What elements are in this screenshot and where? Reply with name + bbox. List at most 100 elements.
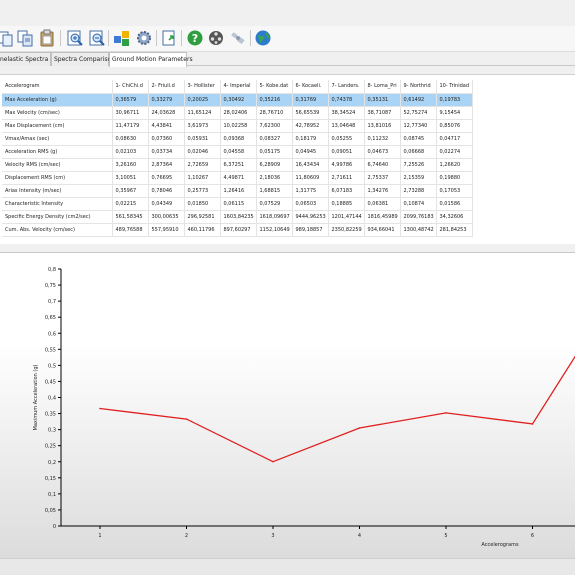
table-cell: 0,30492 — [220, 93, 257, 107]
table-row[interactable]: Characteristic Intensity 0,02215 0,04349 0,… — [2, 197, 473, 211]
table-cell: 0,35216 — [256, 93, 293, 107]
y-tick-label: 0 — [53, 524, 56, 530]
column-header[interactable]: 1- ChiChi.d — [112, 80, 149, 94]
table-row[interactable]: Acceleration RMS (g) 0,02103 0,03734 0,0204… — [2, 145, 473, 159]
zoom-in-icon[interactable] — [66, 29, 84, 47]
table-row[interactable]: Max Velocity (cm/sec) 30,96711 24,03628 11,… — [2, 106, 473, 120]
y-tick-label: 0,7 — [48, 299, 56, 305]
acceleration-chart: 0 0,05 0,1 0,15 0,2 0,25 0,3 0,35 0,4 0,45 0,5 0,55… — [33, 267, 575, 548]
export-icon[interactable] — [161, 29, 179, 47]
column-header[interactable]: 3- Hollister — [184, 80, 221, 94]
data-point[interactable] — [99, 407, 101, 410]
table-cell: 4,99786 — [328, 158, 365, 172]
paste-icon[interactable] — [16, 29, 34, 47]
series-line — [99, 355, 575, 463]
table-cell: 1,26620 — [436, 158, 473, 172]
table-cell: 0,78046 — [148, 184, 185, 198]
table-cell: 561,58345 — [112, 210, 149, 224]
table-cell: 2,75337 — [364, 171, 401, 185]
table-cell: 7,25526 — [400, 158, 437, 172]
table-cell: 0,35967 — [112, 184, 149, 198]
data-point[interactable] — [445, 412, 447, 414]
data-point[interactable] — [272, 460, 274, 463]
y-tick-label: 0,35 — [45, 412, 56, 418]
tab-spectra-comparisons[interactable]: Spectra Comparisons — [51, 52, 118, 66]
table-cell: 0,19783 — [436, 93, 473, 107]
table-cell: 1816,45989 — [364, 210, 401, 224]
film-icon[interactable] — [207, 29, 225, 47]
table-cell: 13,04648 — [328, 119, 365, 133]
column-header[interactable]: 5- Kobe.dat — [256, 80, 293, 94]
table-cell: 2,18036 — [256, 171, 293, 185]
table-cell: 0,10874 — [400, 197, 437, 211]
table-cell: 0,33279 — [148, 93, 185, 107]
table-row[interactable]: Cum. Abs. Velocity (cm/sec) 489,76588 557,… — [2, 223, 473, 237]
x-tick-label: 5 — [444, 533, 447, 539]
zoom-out-icon[interactable] — [88, 29, 106, 47]
table-cell: 1,26416 — [220, 184, 257, 198]
clipboard-icon[interactable] — [38, 29, 56, 47]
parameters-table-panel: Accelerogram 1- ChiChi.d 2- Friuli.d 3- Hol… — [0, 74, 575, 244]
table-cell: 11,65124 — [184, 106, 221, 120]
data-point[interactable] — [358, 427, 361, 429]
table-cell: 13,81016 — [364, 119, 401, 133]
table-row[interactable]: Max Acceleration (g) 0,36579 0,33279 0,2002… — [2, 93, 473, 107]
gear-icon[interactable] — [135, 29, 153, 47]
column-header[interactable]: 6- Kocaeli. — [292, 80, 329, 94]
table-row[interactable]: Velocity RMS (cm/sec) 3,26160 2,87364 2,726… — [2, 158, 473, 172]
table-cell: 0,02274 — [436, 145, 473, 159]
table-cell: 6,07183 — [328, 184, 365, 198]
row-label: Specific Energy Density (cm2/sec) — [2, 210, 113, 224]
table-cell: 2,15359 — [400, 171, 437, 185]
table-cell: 0,19880 — [436, 171, 473, 185]
table-row[interactable]: Arias Intensity (m/sec) 0,35967 0,78046 0,2… — [2, 184, 473, 198]
toolbar: ? — [0, 26, 575, 52]
x-tick-label: 4 — [358, 533, 361, 539]
status-bar — [0, 558, 575, 575]
table-row[interactable]: Vmax/Amax (sec) 0,08630 0,07360 0,05931 0,09… — [2, 132, 473, 146]
table-cell: 0,18179 — [292, 132, 329, 146]
table-cell: 30,96711 — [112, 106, 149, 120]
column-header[interactable]: 2- Friuli.d — [148, 80, 185, 94]
table-cell: 9444,96253 — [292, 210, 329, 224]
table-cell: 460,11796 — [184, 223, 221, 237]
satellite-icon[interactable] — [229, 29, 247, 47]
help-icon[interactable]: ? — [186, 29, 204, 47]
column-header[interactable]: 4- Imperial — [220, 80, 257, 94]
table-cell: 0,02103 — [112, 145, 149, 159]
table-cell: 0,02046 — [184, 145, 221, 159]
table-cell: 10,02258 — [220, 119, 257, 133]
tab-ground-motion-parameters[interactable]: Ground Motion Parameters — [109, 52, 193, 67]
globe-icon[interactable] — [254, 29, 272, 47]
group-icon[interactable] — [113, 29, 131, 47]
column-header[interactable]: Accelerogram — [2, 80, 113, 94]
table-row[interactable]: Max Displacement (cm) 11,47179 4,43841 3,61… — [2, 119, 473, 133]
y-tick-label: 0,3 — [48, 428, 56, 434]
y-tick-label: 0,25 — [45, 444, 56, 450]
table-row[interactable]: Specific Energy Density (cm2/sec) 561,583… — [2, 210, 473, 224]
y-tick-label: 0,6 — [48, 331, 56, 337]
table-cell: 0,06668 — [400, 145, 437, 159]
copy-icon[interactable] — [0, 29, 14, 47]
table-cell: 0,31769 — [292, 93, 329, 107]
table-cell: 296,92581 — [184, 210, 221, 224]
table-cell: 11,47179 — [112, 119, 149, 133]
data-point[interactable] — [531, 423, 534, 425]
table-cell: 3,61973 — [184, 119, 221, 133]
column-header[interactable]: 8- Loma_Pri — [364, 80, 401, 94]
column-header[interactable]: 9- Northrid — [400, 80, 437, 94]
tab-inelastic-spectra[interactable]: nelastic Spectra — [0, 52, 51, 66]
row-label: Acceleration RMS (g) — [2, 145, 113, 159]
table-row[interactable]: Displacement RMS (cm) 3,10051 0,76695 1,102… — [2, 171, 473, 185]
table-cell: 0,25773 — [184, 184, 221, 198]
table-cell: 0,85076 — [436, 119, 473, 133]
column-header[interactable]: 7- Landers. — [328, 80, 365, 94]
table-cell: 0,08745 — [400, 132, 437, 146]
row-label: Max Velocity (cm/sec) — [2, 106, 113, 120]
data-point[interactable] — [185, 418, 188, 420]
column-header[interactable]: 10- Trinidad — [436, 80, 473, 94]
table-cell: 1152,10649 — [256, 223, 293, 237]
y-tick-label: 0,65 — [45, 315, 56, 321]
y-tick-label: 0,55 — [45, 347, 56, 353]
